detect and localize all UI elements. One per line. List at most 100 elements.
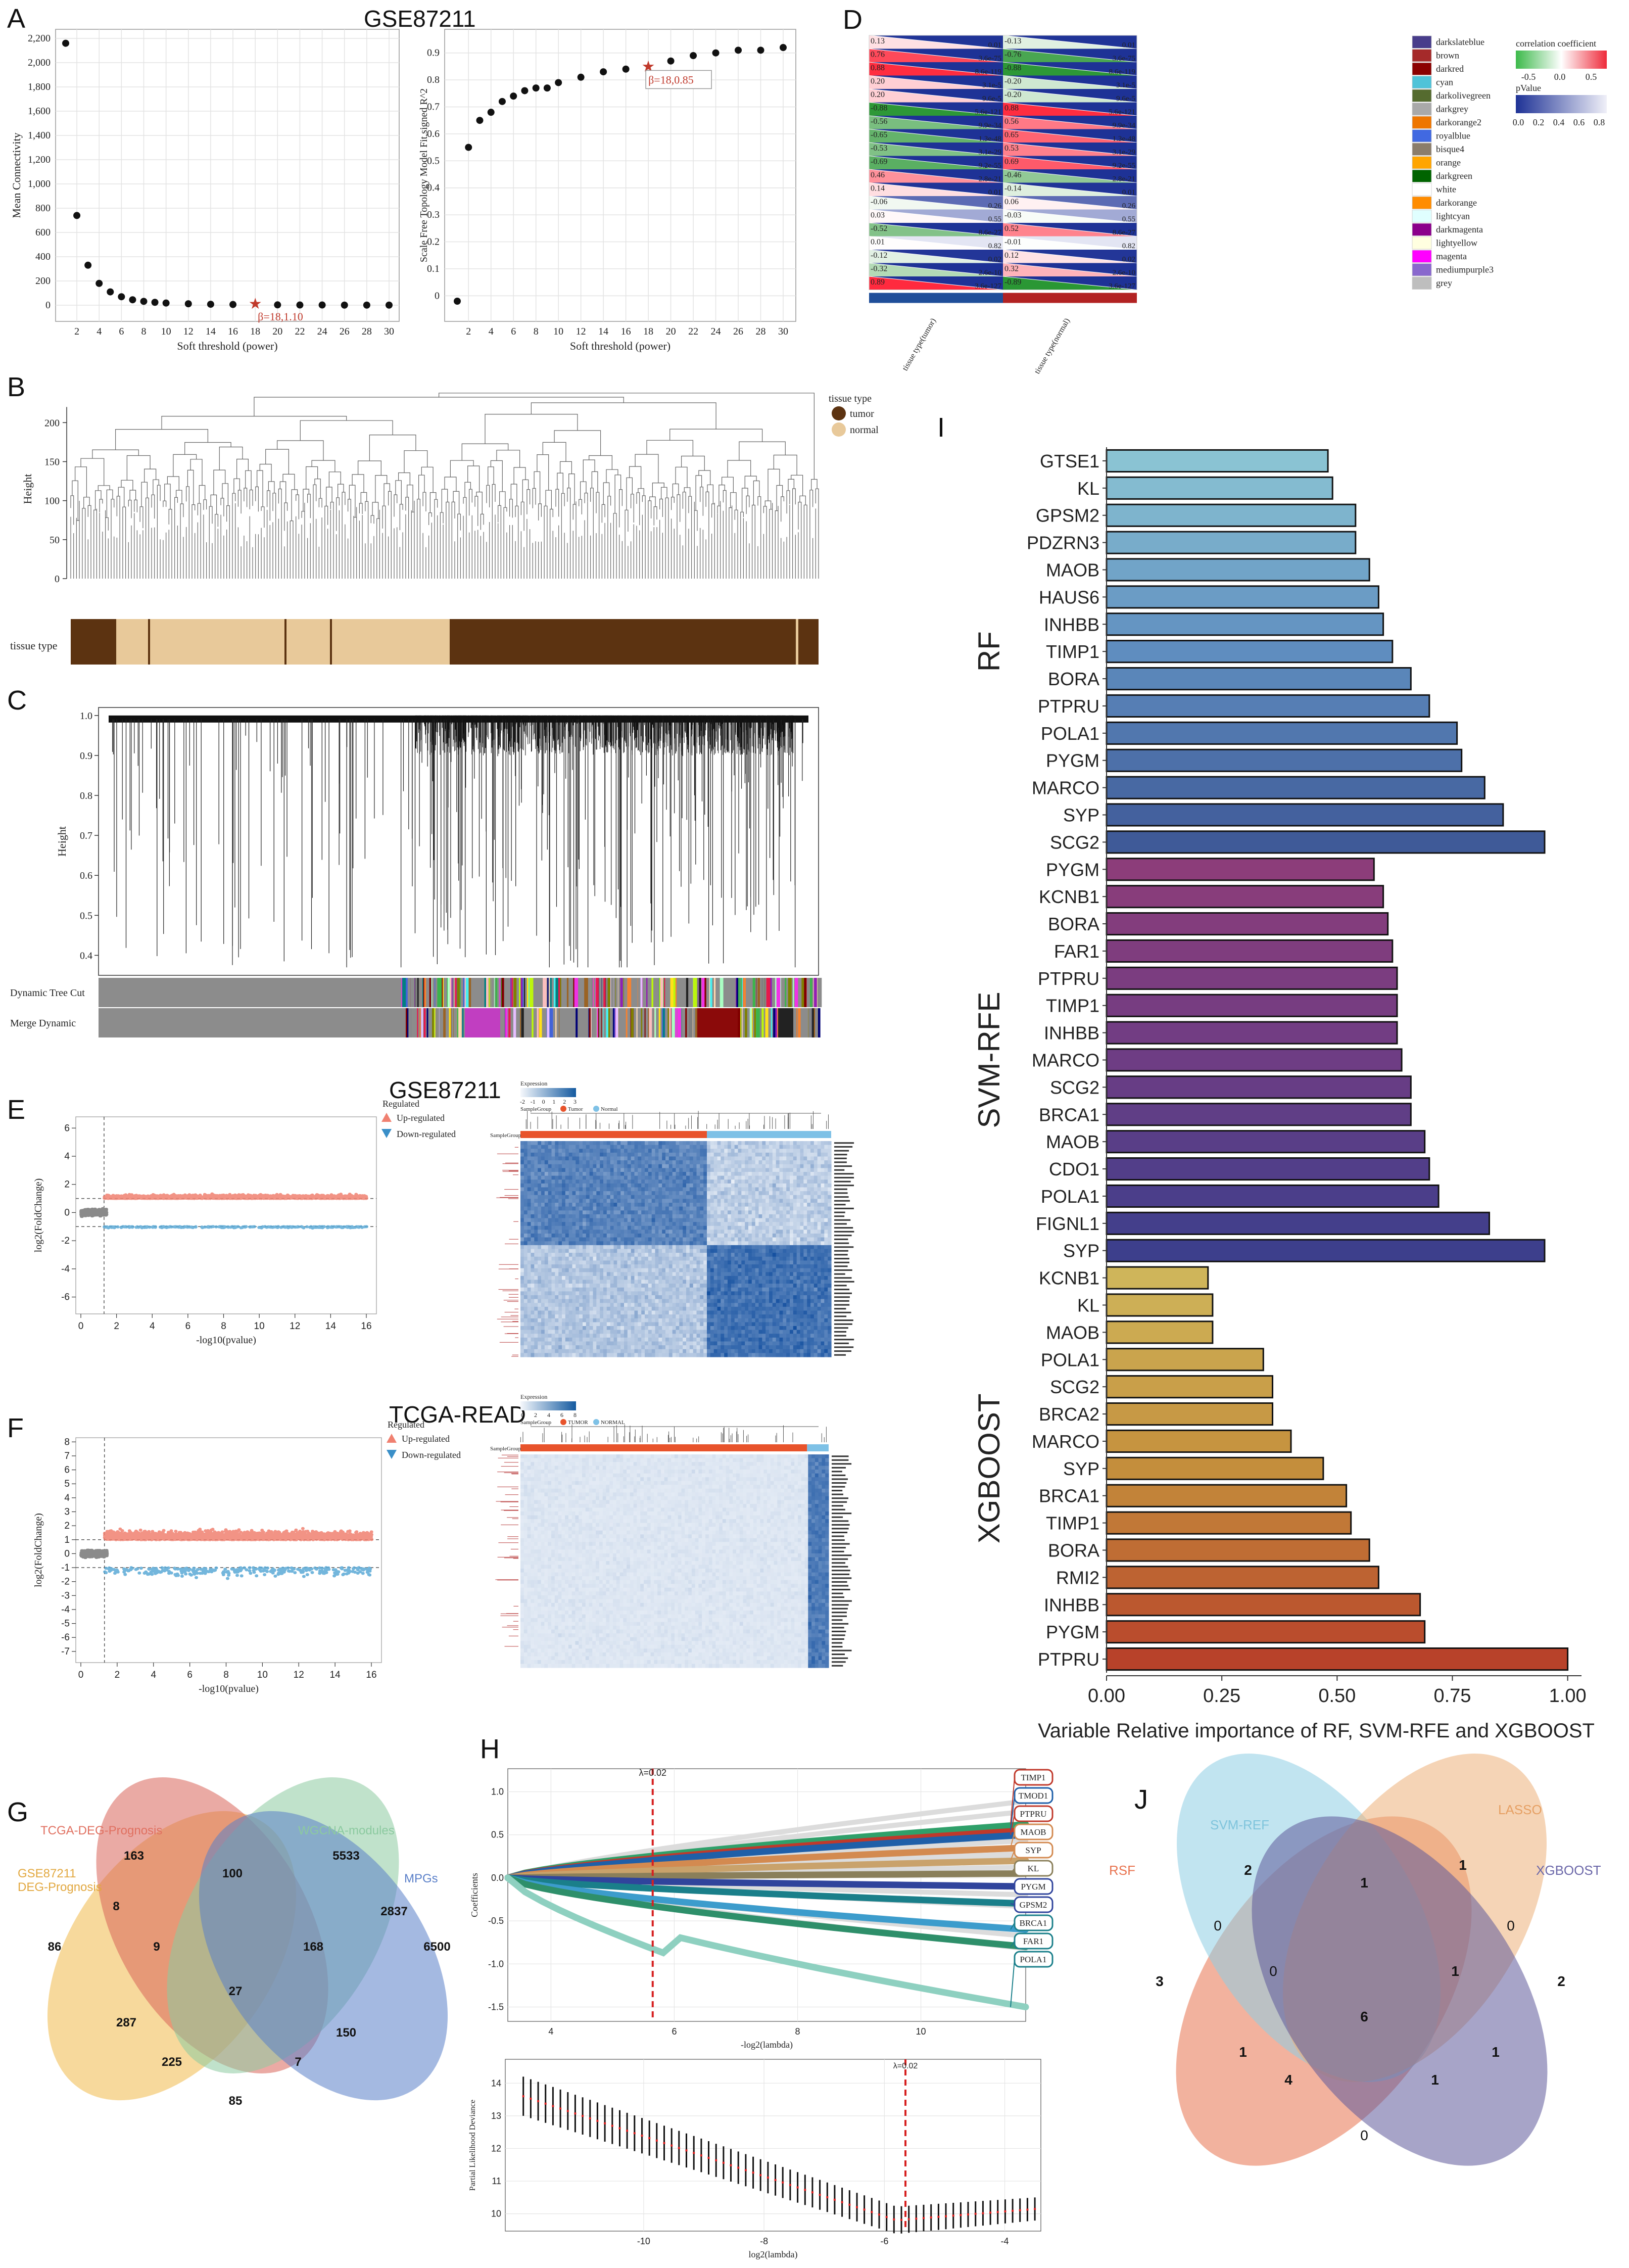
module-color-stripe xyxy=(738,978,740,1007)
y-tick-label: 400 xyxy=(35,251,51,262)
module-color-stripe xyxy=(764,978,766,1007)
pvalue-value: 9.9e-34 xyxy=(1113,122,1136,130)
correlation-colorbar xyxy=(1516,51,1607,69)
cell-diagonal xyxy=(869,169,1003,183)
cell-diagonal xyxy=(869,49,1003,63)
correlation-value: -0.13 xyxy=(1004,37,1021,45)
module-label: brown xyxy=(1436,51,1459,61)
data-point xyxy=(129,296,136,304)
venn-count: 3 xyxy=(1156,1973,1164,1989)
pvalue-value: 0.82 xyxy=(1122,242,1135,250)
set-label-lasso: LASSO xyxy=(1498,1802,1542,1817)
colorbar-title: correlation coefficient xyxy=(1516,38,1596,49)
pvalue-value: 0.02 xyxy=(988,256,1001,264)
venn-count: 1 xyxy=(1239,2044,1247,2060)
column-group-bar xyxy=(869,293,1003,303)
y-tick-label: 0.8 xyxy=(80,790,92,801)
module-color-stripe xyxy=(724,978,727,1007)
pvalue-value: 3.6e-127 xyxy=(1109,282,1135,291)
pvalue-value: 0.82 xyxy=(988,242,1001,250)
pvalue-value: 3.6e-75 xyxy=(979,55,1001,63)
module-color-stripe xyxy=(555,978,558,1007)
panel-label-f: F xyxy=(7,1413,24,1443)
module-label: mediumpurple3 xyxy=(1436,265,1494,275)
module-color-stripe xyxy=(499,978,502,1007)
data-point xyxy=(600,68,607,76)
venn-count: 1 xyxy=(1459,1857,1467,1873)
cell-diagonal xyxy=(1002,263,1137,277)
data-point xyxy=(386,301,393,309)
cell-diagonal xyxy=(1002,88,1137,103)
cell-diagonal xyxy=(869,182,1003,197)
correlation-value: 0.88 xyxy=(871,64,885,72)
module-color-stripe xyxy=(401,978,403,1007)
data-point xyxy=(712,49,720,57)
data-point xyxy=(498,98,506,105)
module-label: darkgreen xyxy=(1436,171,1472,181)
module-color-stripe xyxy=(657,978,658,1007)
panel-d-heatmap: 0.13 0.01 0.76 3.6e-75 0.88 8.6e-119 0.20 3.1e-… xyxy=(869,35,1607,375)
pvalue-value: 9.6e-5 xyxy=(982,95,1001,103)
pvalue-value: 8.6e-119 xyxy=(975,68,1001,76)
module-color-stripe xyxy=(641,978,645,1007)
x-tick-label: 18 xyxy=(643,326,653,337)
pvalue-value: 1.3e-48 xyxy=(1113,135,1135,143)
plot-frame xyxy=(55,29,400,322)
cell-diagonal xyxy=(869,35,1003,49)
module-color-stripe xyxy=(495,978,498,1007)
y-tick-label: 200 xyxy=(35,275,51,287)
pvalue-colorbar-tick: 0.0 xyxy=(1513,117,1524,127)
y-axis-label: Mean Connectivity xyxy=(10,132,23,218)
x-tick-label: 8 xyxy=(141,326,146,337)
correlation-value: 0.13 xyxy=(871,37,885,45)
data-point xyxy=(341,301,348,309)
module-color-stripe xyxy=(420,978,422,1007)
y-tick-label: 0.3 xyxy=(427,209,440,220)
pvalue-value: 5.6e-121 xyxy=(1109,108,1135,116)
correlation-value: 0.12 xyxy=(1004,251,1019,260)
correlation-value: 0.53 xyxy=(1004,144,1019,153)
module-label: cyan xyxy=(1436,77,1453,87)
dendrogram-dense-branches xyxy=(415,715,794,755)
pvalue-value: 0.01 xyxy=(988,188,1001,197)
module-label: darkslateblue xyxy=(1436,37,1484,47)
module-color-stripe xyxy=(540,978,543,1007)
colorbar-tick: 0.0 xyxy=(1554,72,1566,82)
module-color-stripe xyxy=(670,978,674,1007)
highlight-star-marker: ★ xyxy=(249,296,262,312)
correlation-value: -0.69 xyxy=(871,158,887,166)
module-color-stripe xyxy=(720,978,724,1007)
module-color-swatch xyxy=(1412,169,1432,182)
venn-count: 4 xyxy=(1284,2072,1292,2088)
panel-label-c: C xyxy=(7,685,27,716)
data-point xyxy=(184,300,192,308)
module-color-stripe xyxy=(722,978,725,1007)
x-tick-label: 16 xyxy=(228,326,238,337)
module-color-stripe xyxy=(550,978,554,1007)
x-tick-label: 26 xyxy=(733,326,743,337)
module-color-stripe xyxy=(574,978,579,1007)
cell-diagonal xyxy=(869,102,1003,116)
x-tick-label: 4 xyxy=(489,326,494,337)
module-color-stripe xyxy=(688,978,691,1007)
heatmap-frame xyxy=(869,35,1137,290)
module-label: darkolivegreen xyxy=(1436,90,1491,101)
y-tick-label: 0 xyxy=(55,574,60,585)
correlation-value: 0.56 xyxy=(1004,117,1019,126)
x-tick-label: 4 xyxy=(97,326,102,337)
data-point xyxy=(487,109,495,116)
pvalue-value: 0.01 xyxy=(1122,41,1135,50)
cell-diagonal xyxy=(1002,142,1137,156)
module-label: magenta xyxy=(1436,251,1467,261)
panel-label-g: G xyxy=(7,1797,29,1827)
module-color-stripe xyxy=(402,978,406,1007)
correlation-value: 0.14 xyxy=(871,184,885,193)
correlation-value: -0.46 xyxy=(1004,171,1021,179)
pvalue-value: 2.6e-10 xyxy=(1113,269,1135,277)
data-point xyxy=(690,52,697,60)
module-color-stripe xyxy=(457,978,460,1007)
data-point xyxy=(318,301,326,309)
y-tick-label: 0.6 xyxy=(427,128,440,139)
module-color-stripe xyxy=(703,978,707,1007)
pvalue-colorbar-tick: 0.2 xyxy=(1533,117,1545,127)
